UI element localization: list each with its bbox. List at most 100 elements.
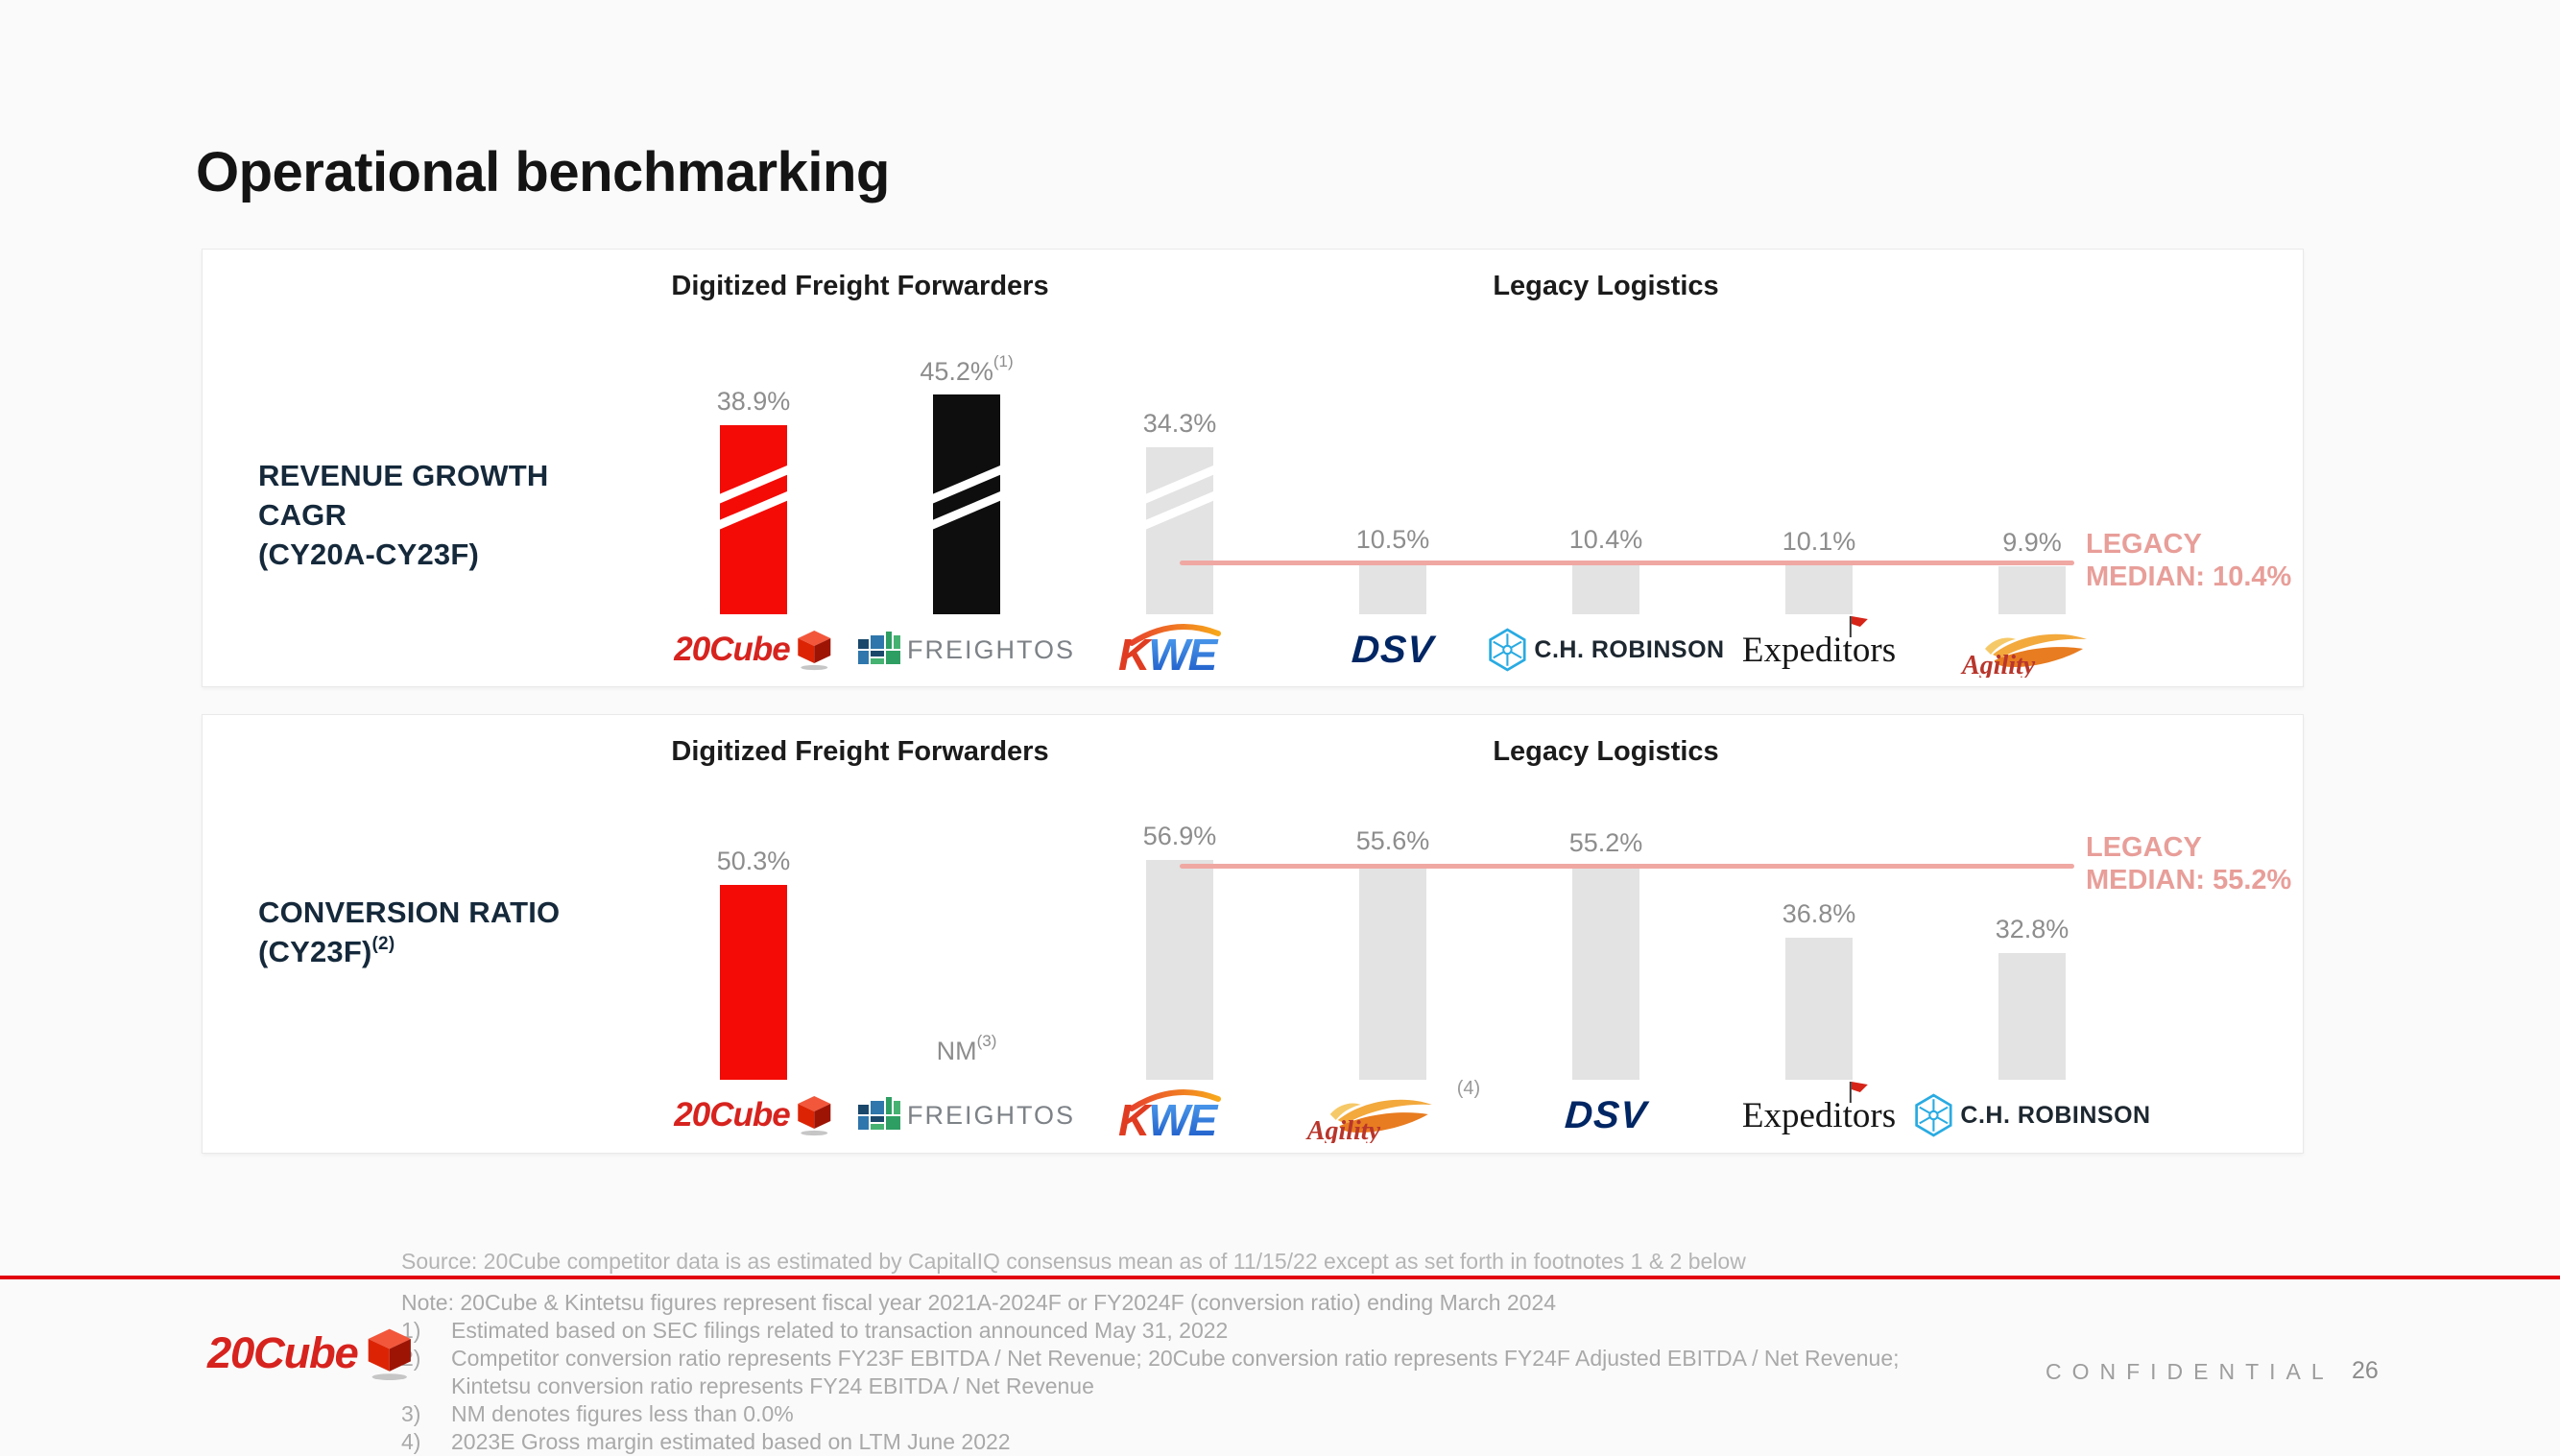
agility-swoosh-icon: Agility <box>1960 633 2087 678</box>
conversion-ratio-chart: Digitized Freight Forwarders Legacy Logis… <box>202 714 2304 1154</box>
logo-slot-20cube: 20Cube <box>674 1086 832 1145</box>
bar-agility <box>1998 566 2066 614</box>
logo-20cube: 20Cube <box>674 629 832 671</box>
logo-20cube-text: 20Cube <box>674 1096 790 1134</box>
expeditors-flag-icon <box>1850 1081 1869 1103</box>
logo-slot-chrobinson: C.H. ROBINSON <box>1487 620 1724 680</box>
logo-ch-robinson-text: C.H. ROBINSON <box>1960 1101 2151 1129</box>
footnote-text: Estimated based on SEC filings related t… <box>451 1318 1229 1343</box>
source-note: Source: 20Cube competitor data is as est… <box>401 1249 1746 1274</box>
bar-expeditors <box>1785 565 1853 614</box>
value-label-chrobinson: 10.4% <box>1568 525 1643 554</box>
legacy-median-line <box>1180 561 2074 565</box>
ch-robinson-hexagon-icon <box>1489 628 1526 672</box>
bar-20cube <box>720 885 787 1080</box>
logo-freightos: FREIGHTOS <box>857 1097 1076 1134</box>
value-label-freightos: 45.2%(1) <box>920 352 1014 386</box>
logo-slot-20cube: 20Cube <box>674 620 832 680</box>
value-label-kwe: 56.9% <box>1142 822 1217 850</box>
logo-dsv: DSV <box>1350 628 1436 671</box>
group-header-legacy: Legacy Logistics <box>1493 736 1719 767</box>
logo-slot-kwe: KWE <box>1118 620 1241 680</box>
group-header-digitized: Digitized Freight Forwarders <box>671 736 1049 767</box>
value-label-20cube: 38.9% <box>716 387 791 416</box>
logo-slot-expeditors: Expeditors <box>1741 615 1897 680</box>
bar-dsv <box>1359 563 1426 614</box>
logo-kwe: KWE <box>1118 622 1241 678</box>
footnote-1: 1) Estimated based on SEC filings related… <box>401 1317 1900 1345</box>
agility-swoosh-icon: Agility <box>1305 1099 1432 1143</box>
value-label-expeditors: 36.8% <box>1782 899 1856 928</box>
logo-freightos-text: FREIGHTOS <box>906 1100 1076 1130</box>
value-label-kwe: 34.3% <box>1142 409 1217 438</box>
logo-ch-robinson: C.H. ROBINSON <box>1487 628 1724 672</box>
footnote-3: 3) NM denotes figures less than 0.0% <box>401 1400 1900 1428</box>
logo-agility: Agility <box>1960 622 2104 678</box>
bar-chrobinson <box>1572 563 1639 614</box>
logo-expeditors-text: Expeditors <box>1741 630 1897 670</box>
logo-ch-robinson: C.H. ROBINSON <box>1913 1093 2150 1137</box>
svg-text:Agility: Agility <box>1960 651 2036 678</box>
value-label-dsv: 10.5% <box>1355 525 1430 554</box>
row-label: REVENUE GROWTH CAGR (CY20A-CY23F) <box>258 459 549 571</box>
footnote-text: NM denotes figures less than 0.0% <box>451 1401 794 1426</box>
footer-brand-logo: 20Cube <box>207 1326 414 1381</box>
value-label-dsv: 55.2% <box>1568 828 1643 857</box>
confidential-label: CONFIDENTIAL <box>2046 1359 2334 1384</box>
cube-icon <box>798 631 831 671</box>
kwe-swoosh-icon: KWE <box>1118 1088 1221 1143</box>
svg-text:KWE: KWE <box>1118 1095 1219 1143</box>
page-number: 26 <box>2352 1357 2379 1384</box>
logo-slot-freightos: FREIGHTOS <box>857 620 1076 680</box>
logo-agility: Agility <box>1305 1087 1449 1143</box>
legacy-median-label: LEGACY MEDIAN: 10.4% <box>2086 529 2292 592</box>
footnote-4: 4) 2023E Gross margin estimated based on … <box>401 1428 1900 1456</box>
logo-slot-agility: Agility (4) <box>1305 1078 1480 1145</box>
bar-dsv <box>1572 867 1639 1080</box>
bar-20cube <box>720 425 787 614</box>
bar-kwe <box>1146 447 1213 614</box>
footnote-text: Competitor conversion ratio represents F… <box>451 1346 1900 1398</box>
logo-slot-kwe: KWE <box>1118 1086 1241 1145</box>
logo-ch-robinson-text: C.H. ROBINSON <box>1534 635 1725 663</box>
row-label: CONVERSION RATIO (CY23F)(2) <box>258 895 561 968</box>
logo-slot-agility: Agility <box>1960 620 2104 680</box>
logo-slot-freightos: FREIGHTOS <box>857 1086 1076 1145</box>
logo-footnote-sup: (4) <box>1456 1078 1481 1099</box>
logo-20cube-text: 20Cube <box>207 1328 359 1378</box>
logo-20cube-text: 20Cube <box>674 631 790 668</box>
group-header-legacy: Legacy Logistics <box>1493 271 1719 301</box>
logo-dsv: DSV <box>1563 1093 1649 1136</box>
freightos-mosaic-icon <box>857 1097 900 1130</box>
logo-slot-chrobinson: C.H. ROBINSON <box>1913 1086 2150 1145</box>
value-label-20cube: 50.3% <box>716 847 791 875</box>
page-title: Operational benchmarking <box>196 141 890 203</box>
logo-freightos-text: FREIGHTOS <box>906 634 1076 664</box>
svg-text:KWE: KWE <box>1118 630 1219 678</box>
revenue-growth-cagr-chart: Digitized Freight Forwarders Legacy Logis… <box>202 249 2304 687</box>
ch-robinson-hexagon-icon <box>1915 1093 1952 1137</box>
footnote-text: 2023E Gross margin estimated based on LT… <box>451 1429 1011 1454</box>
group-header-digitized: Digitized Freight Forwarders <box>671 271 1049 301</box>
bar-chrobinson <box>1998 953 2066 1080</box>
kwe-swoosh-icon: KWE <box>1118 623 1221 678</box>
logo-slot-expeditors: Expeditors <box>1741 1081 1897 1145</box>
logo-20cube: 20Cube <box>674 1094 832 1136</box>
bar-agility <box>1359 865 1426 1080</box>
svg-text:Agility: Agility <box>1305 1116 1381 1143</box>
expeditors-flag-icon <box>1850 615 1869 637</box>
footnote-2: 2)Competitor conversion ratio represents… <box>401 1345 1900 1400</box>
cube-icon <box>369 1328 412 1381</box>
footnote-number: 3) <box>401 1401 421 1426</box>
logo-expeditors: Expeditors <box>1741 615 1897 671</box>
value-label-chrobinson: 32.8% <box>1995 915 2070 943</box>
logo-slot-dsv: DSV <box>1350 620 1436 680</box>
logo-expeditors-text: Expeditors <box>1741 1095 1897 1135</box>
logo-expeditors: Expeditors <box>1741 1081 1897 1136</box>
bar-freightos <box>933 394 1000 614</box>
value-label-agility: 55.6% <box>1355 826 1430 855</box>
legacy-median-line <box>1180 864 2074 869</box>
logo-freightos: FREIGHTOS <box>857 632 1076 668</box>
value-label-agility: 9.9% <box>2002 528 2062 557</box>
